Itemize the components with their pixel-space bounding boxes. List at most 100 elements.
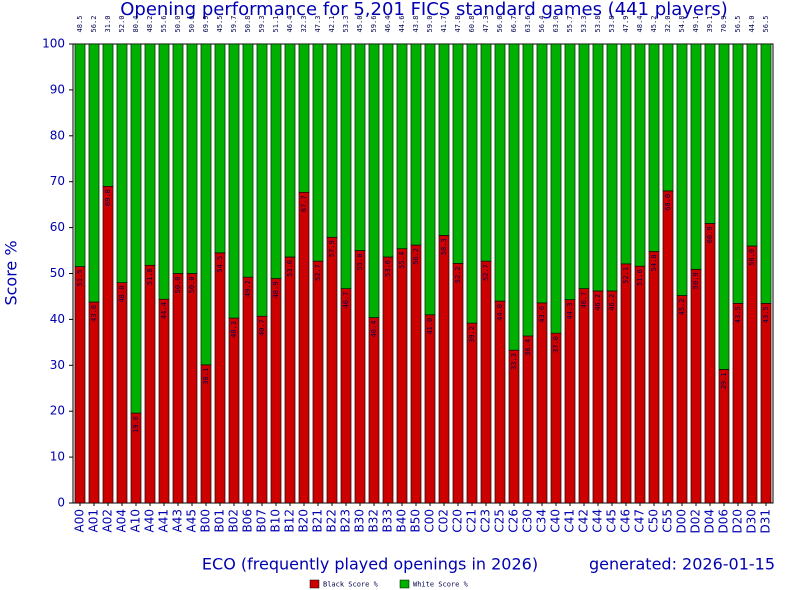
x-tick-label: B23	[339, 509, 353, 533]
bar-label: 56.2	[412, 248, 420, 265]
bar-segment	[424, 314, 436, 504]
bar-label: 52.1	[622, 267, 630, 284]
bar-label: 51.5	[76, 270, 84, 287]
x-tick-label: A40	[143, 509, 157, 532]
bar-segment	[550, 332, 562, 504]
bar-label: 44.3	[566, 303, 574, 320]
top-label: 50.0	[174, 16, 182, 33]
top-label: 42.1	[328, 16, 336, 33]
bar-segment	[214, 252, 226, 504]
bar-label: 41.0	[426, 318, 434, 335]
bar-segment	[620, 263, 632, 504]
bar-label: 45.2	[678, 299, 686, 316]
bar-label: 40.7	[258, 319, 266, 336]
x-tick-label: C42	[577, 509, 591, 533]
bar-segment	[508, 349, 520, 504]
bar-label: 48.0	[118, 286, 126, 303]
bar-segment	[326, 43, 338, 238]
top-label: 55.6	[160, 16, 168, 33]
bar-label: 51.8	[146, 268, 154, 285]
top-label: 45.2	[650, 16, 658, 33]
x-tick-label: A01	[87, 509, 101, 532]
x-tick-label: D20	[731, 509, 745, 534]
x-tick-label: B33	[381, 509, 395, 533]
x-tick-label: B20	[297, 509, 311, 533]
bar-segment	[326, 236, 338, 504]
y-tick-label: 20	[50, 404, 65, 418]
bar-segment	[396, 248, 408, 504]
x-tick-label: B22	[325, 509, 339, 533]
bar-segment	[340, 288, 352, 504]
x-tick-label: B01	[213, 509, 227, 533]
bar-label: 39.2	[468, 326, 476, 343]
x-tick-label: D02	[689, 509, 703, 534]
bar-segment	[662, 43, 674, 192]
bar-segment	[438, 235, 450, 504]
x-tick-label: C23	[479, 509, 493, 533]
bar-label: 55.4	[398, 252, 406, 269]
top-label: 32.3	[300, 16, 308, 33]
bar-segment	[704, 223, 716, 504]
y-tick-label: 60	[50, 220, 65, 234]
bar-segment	[634, 43, 646, 267]
bar-segment	[158, 43, 170, 300]
bar-segment	[102, 185, 114, 504]
bar-segment	[760, 303, 772, 504]
top-label: 56.4	[538, 16, 546, 33]
top-label: 44.0	[748, 16, 756, 33]
x-tick-label: C46	[619, 509, 633, 533]
bar-label: 69.0	[104, 189, 112, 206]
bar-segment	[158, 298, 170, 504]
y-tick-label: 0	[57, 496, 65, 510]
bar-segment	[256, 315, 268, 504]
x-tick-label: B10	[269, 509, 283, 533]
top-label: 53.8	[608, 16, 616, 33]
bar-segment	[676, 43, 688, 296]
x-tick-label: C02	[437, 509, 451, 533]
top-label: 56.2	[90, 16, 98, 33]
bar-segment	[662, 190, 674, 504]
bar-segment	[564, 43, 576, 300]
top-label: 44.6	[398, 16, 406, 33]
top-label: 48.4	[636, 16, 644, 33]
bar-segment	[746, 245, 758, 504]
top-label: 54.8	[678, 16, 686, 33]
bar-segment	[522, 335, 534, 504]
bar-label: 52.7	[482, 264, 490, 281]
bar-segment	[690, 43, 702, 270]
y-tick-label: 90	[50, 82, 65, 96]
bar-label: 53.6	[286, 260, 294, 277]
bar-segment	[424, 43, 436, 316]
bar-segment	[144, 264, 156, 504]
top-label: 59.6	[370, 16, 378, 33]
bar-segment	[382, 43, 394, 258]
top-label: 66.7	[510, 16, 518, 33]
top-label: 69.9	[202, 16, 210, 33]
bar-segment	[340, 43, 352, 289]
x-tick-label: C30	[521, 509, 535, 533]
bar-label: 29.1	[720, 372, 728, 389]
x-tick-label: A10	[129, 509, 143, 532]
x-tick-label: A41	[157, 509, 171, 532]
legend-swatch	[309, 579, 320, 589]
bar-label: 53.6	[384, 260, 392, 277]
bar-segment	[284, 43, 296, 258]
y-tick-label: 100	[42, 37, 65, 51]
x-tick-label: B06	[241, 509, 255, 533]
x-tick-label: C44	[591, 509, 605, 533]
bar-segment	[564, 299, 576, 504]
top-label: 48.5	[76, 16, 84, 33]
x-tick-label: C55	[661, 509, 675, 533]
bar-label: 50.0	[188, 277, 196, 294]
bar-segment	[606, 43, 618, 292]
top-label: 59.3	[258, 16, 266, 33]
x-tick-label: C21	[465, 509, 479, 533]
bar-label: 33.3	[510, 353, 518, 370]
x-tick-label: A45	[185, 509, 199, 532]
top-label: 56.0	[496, 16, 504, 33]
x-tick-label: B07	[255, 509, 269, 533]
bar-segment	[74, 266, 86, 504]
bar-segment	[270, 43, 282, 279]
top-label: 46.4	[286, 16, 294, 33]
bar-segment	[634, 265, 646, 504]
